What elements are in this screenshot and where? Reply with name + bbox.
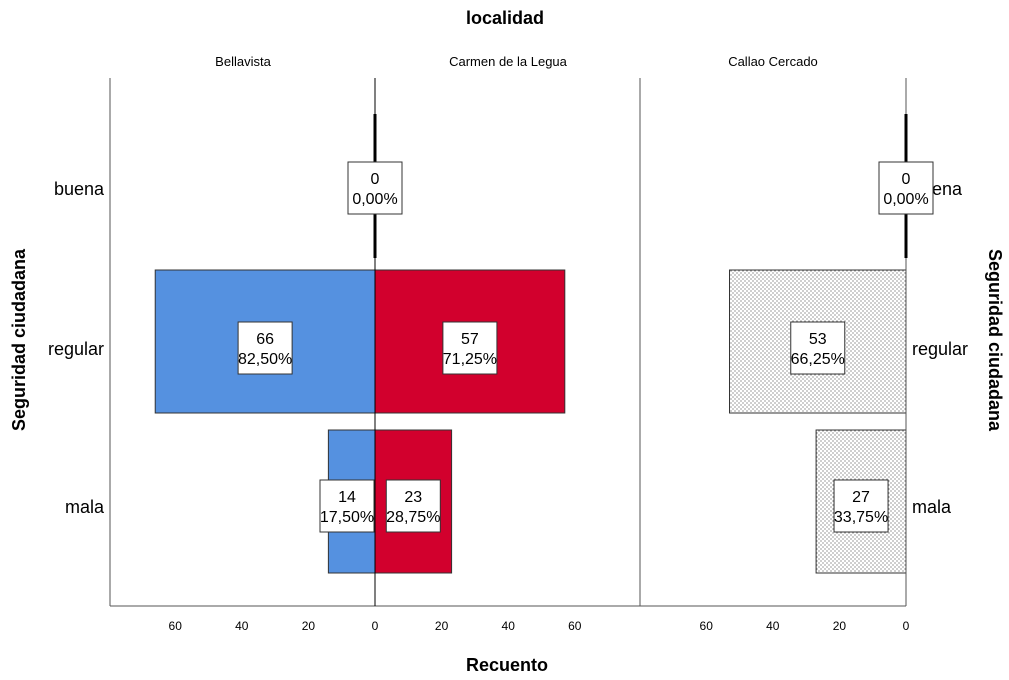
panel-header-carmen-de-la-legua: Carmen de la Legua bbox=[449, 54, 568, 69]
category-label-buena: buena bbox=[54, 179, 105, 199]
panel-header-callao-cercado: Callao Cercado bbox=[728, 54, 818, 69]
data-label-percent-carmen-de-la-legua-buena: 0,00% bbox=[352, 191, 397, 208]
data-label-box-bellavista-mala bbox=[319, 479, 375, 533]
data-label-box-carmen-de-la-legua-buena bbox=[347, 161, 403, 215]
data-label-percent-carmen-de-la-legua-mala: 28,75% bbox=[386, 509, 440, 526]
data-label-count-callao-cercado-buena: 0 bbox=[902, 171, 911, 188]
data-label-count-callao-cercado-mala: 27 bbox=[852, 489, 870, 506]
x-tick-label-callao-40: 40 bbox=[766, 619, 780, 633]
data-label-count-carmen-de-la-legua-mala: 23 bbox=[404, 489, 422, 506]
x-tick-label-carmen-20: 20 bbox=[435, 619, 449, 633]
data-label-percent-callao-cercado-regular: 66,25% bbox=[791, 351, 845, 368]
panel-header-bellavista: Bellavista bbox=[215, 54, 271, 69]
data-label-count-carmen-de-la-legua-buena: 0 bbox=[371, 171, 380, 188]
data-label-box-carmen-de-la-legua-mala bbox=[385, 479, 441, 533]
data-label-box-callao-cercado-buena bbox=[878, 161, 934, 215]
x-tick-label-callao-20: 20 bbox=[833, 619, 847, 633]
category-label-right-regular: regular bbox=[912, 339, 968, 359]
data-label-percent-bellavista-regular: 82,50% bbox=[238, 351, 292, 368]
x-tick-label-bellavista-40: 40 bbox=[235, 619, 249, 633]
x-tick-label-callao-0: 0 bbox=[903, 619, 910, 633]
data-label-count-callao-cercado-regular: 53 bbox=[809, 331, 827, 348]
data-label-percent-bellavista-mala: 17,50% bbox=[320, 509, 374, 526]
data-label-count-bellavista-regular: 66 bbox=[256, 331, 274, 348]
data-label-box-callao-cercado-regular bbox=[790, 321, 846, 375]
data-label-box-bellavista-regular bbox=[237, 321, 293, 375]
chart-marks: Bellavista Carmen de la Legua Callao Cerca… bbox=[48, 54, 968, 633]
category-label-right-mala: mala bbox=[912, 497, 952, 517]
data-label-percent-callao-cercado-mala: 33,75% bbox=[834, 509, 888, 526]
data-label-percent-callao-cercado-buena: 0,00% bbox=[883, 191, 928, 208]
category-label-regular: regular bbox=[48, 339, 104, 359]
x-axis-label: Recuento bbox=[466, 655, 548, 675]
x-tick-label-carmen-60: 60 bbox=[568, 619, 582, 633]
data-label-box-carmen-de-la-legua-regular bbox=[442, 321, 498, 375]
y-axis-label-right: Seguridad ciudadana bbox=[985, 249, 1005, 432]
y-axis-label-left: Seguridad ciudadana bbox=[9, 248, 29, 431]
x-tick-label-bellavista-60: 60 bbox=[169, 619, 183, 633]
category-label-mala: mala bbox=[65, 497, 105, 517]
data-label-count-carmen-de-la-legua-regular: 57 bbox=[461, 331, 479, 348]
x-tick-label-carmen-40: 40 bbox=[502, 619, 516, 633]
x-tick-label-callao-60: 60 bbox=[700, 619, 714, 633]
x-tick-label-bellavista-0: 0 bbox=[372, 619, 379, 633]
x-tick-label-bellavista-20: 20 bbox=[302, 619, 316, 633]
panel-title: localidad bbox=[466, 8, 544, 28]
data-label-box-callao-cercado-mala bbox=[833, 479, 889, 533]
data-label-percent-carmen-de-la-legua-regular: 71,25% bbox=[443, 351, 497, 368]
data-label-count-bellavista-mala: 14 bbox=[338, 489, 356, 506]
